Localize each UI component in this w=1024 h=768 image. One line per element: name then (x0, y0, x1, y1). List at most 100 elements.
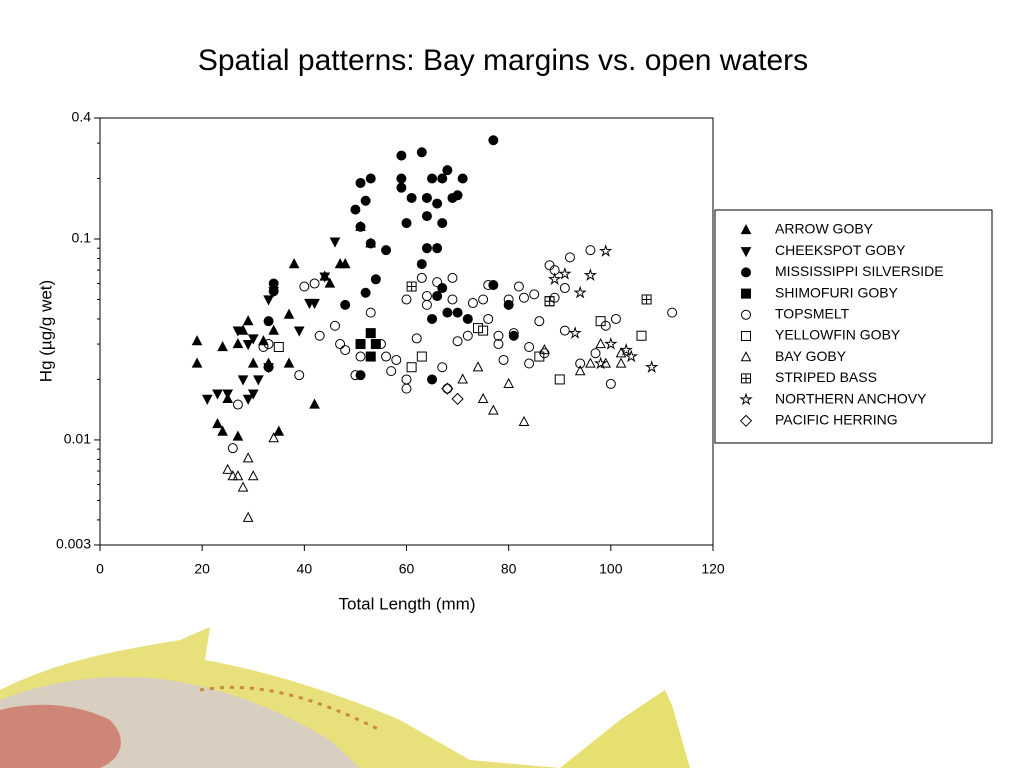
data-point (258, 342, 269, 353)
data-point (452, 336, 463, 347)
data-point (401, 374, 412, 385)
data-point (283, 308, 295, 319)
data-point (253, 375, 264, 386)
data-point (227, 443, 238, 454)
data-point (217, 425, 228, 436)
data-point (201, 394, 213, 405)
data-point (421, 192, 432, 203)
x-tick-label: 20 (194, 561, 210, 577)
data-point (427, 173, 438, 184)
data-point (488, 280, 499, 291)
data-point (615, 347, 627, 358)
plot-frame (99, 117, 714, 546)
data-point (600, 357, 612, 368)
fish-gill (0, 704, 121, 768)
data-point (472, 361, 484, 372)
data-point (191, 335, 203, 346)
data-point (437, 173, 448, 184)
x-tick-label: 40 (297, 561, 313, 577)
data-point (401, 383, 412, 394)
legend-marker (740, 247, 752, 258)
marker-cross (642, 294, 652, 304)
data-point (293, 326, 305, 337)
data-point (263, 362, 274, 373)
data-point (590, 348, 601, 359)
data-point (667, 307, 678, 318)
data-point (508, 330, 519, 341)
data-point (237, 375, 249, 386)
data-point (416, 259, 427, 270)
data-point (416, 351, 427, 362)
data-point (432, 291, 443, 302)
data-point (411, 333, 422, 344)
data-point (212, 417, 223, 429)
data-point (473, 323, 484, 334)
data-point (365, 307, 376, 318)
legend-marker (741, 331, 751, 341)
data-point (217, 340, 228, 352)
data-point (524, 342, 535, 353)
data-point (457, 173, 468, 184)
data-point (636, 330, 647, 341)
data-point (268, 324, 280, 335)
data-point (237, 481, 249, 492)
y-axis-label: Hg (µg/g wet) (36, 280, 55, 382)
data-point (360, 287, 371, 298)
data-point (283, 357, 295, 368)
data-point (604, 336, 618, 350)
data-point (309, 278, 320, 289)
data-point (559, 325, 570, 336)
data-point (222, 463, 234, 474)
data-point (212, 389, 223, 400)
data-point (335, 339, 346, 350)
data-point (406, 362, 417, 373)
legend-marker (740, 223, 752, 235)
data-point (396, 150, 407, 161)
data-point (350, 204, 361, 215)
data-point (467, 298, 478, 309)
data-point (391, 354, 402, 365)
data-point (247, 357, 259, 368)
marker-cross (741, 373, 751, 383)
data-point (518, 415, 530, 426)
data-point (365, 238, 376, 249)
data-point (273, 342, 284, 353)
data-point (299, 281, 310, 292)
x-tick-label: 60 (399, 561, 415, 577)
data-point (401, 218, 412, 229)
data-point (503, 299, 514, 310)
data-point (437, 283, 448, 294)
fish-spots (199, 685, 381, 732)
data-point (355, 370, 366, 381)
data-point (247, 389, 259, 400)
data-point (350, 370, 361, 381)
data-point (375, 339, 386, 350)
marker-cross (407, 282, 417, 292)
data-point (624, 349, 638, 363)
data-point (547, 272, 562, 286)
data-point (539, 344, 550, 355)
data-point (595, 338, 606, 349)
data-point (421, 243, 432, 254)
data-point (263, 295, 274, 306)
data-point (498, 354, 509, 365)
fish-tail (560, 690, 690, 768)
y-tick-label: 0.1 (72, 230, 92, 246)
data-point (549, 292, 560, 303)
data-point (370, 339, 381, 350)
data-point (573, 285, 587, 299)
y-tick-label: 0.003 (56, 536, 91, 552)
data-point (232, 326, 244, 337)
data-point (365, 173, 376, 184)
data-point (534, 351, 545, 362)
data-point (529, 289, 540, 300)
data-point (232, 338, 244, 349)
data-point (518, 292, 529, 303)
data-point (268, 286, 279, 297)
data-point (365, 328, 376, 339)
data-point (432, 277, 443, 288)
data-point (232, 430, 244, 441)
x-tick-label: 100 (599, 561, 623, 577)
data-point (558, 266, 572, 280)
data-point (605, 378, 616, 389)
